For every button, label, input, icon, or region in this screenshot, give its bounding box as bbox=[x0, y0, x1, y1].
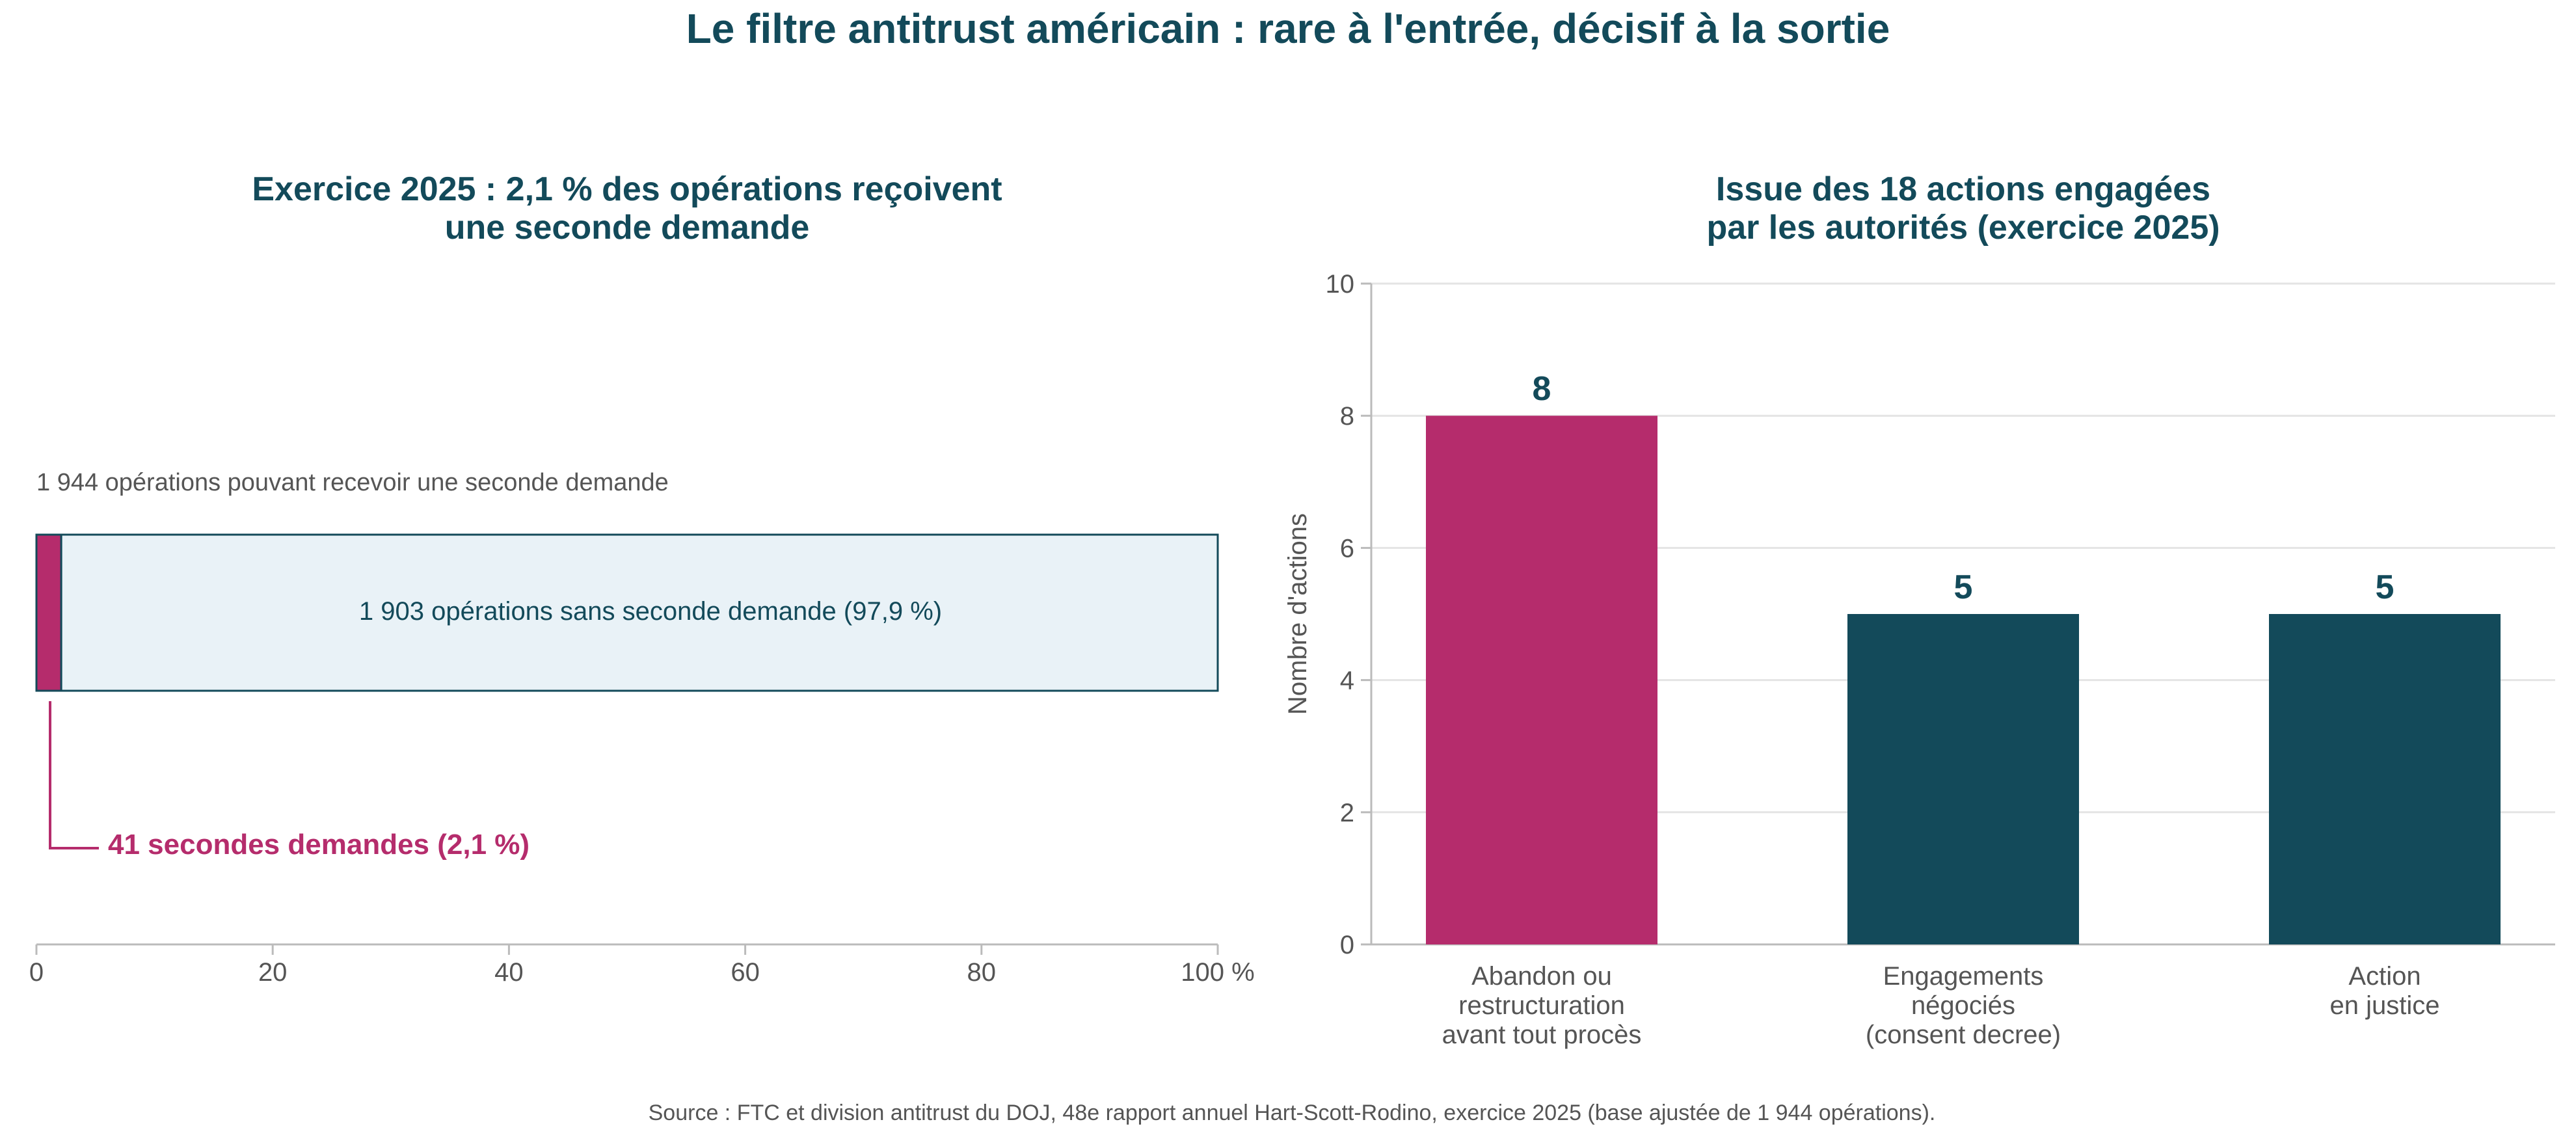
right-bar bbox=[1847, 614, 2079, 944]
right-category-label: négociés bbox=[1911, 991, 2015, 1020]
right-bar bbox=[1426, 416, 1657, 944]
right-category-label: en justice bbox=[2330, 991, 2440, 1020]
left-x-tick-label: 100 % bbox=[1181, 958, 1254, 987]
left-x-tick-label: 20 bbox=[258, 958, 288, 987]
right-y-tick-label: 4 bbox=[1340, 667, 1354, 695]
right-category-label: Engagements bbox=[1883, 962, 2044, 991]
left-bar-no-second-request bbox=[60, 533, 1219, 692]
right-y-tick-label: 0 bbox=[1340, 931, 1354, 959]
main-title: Le filtre antitrust américain : rare à l… bbox=[686, 5, 1890, 52]
left-callout-line bbox=[49, 701, 99, 849]
right-bar-value-label: 5 bbox=[1954, 568, 1973, 606]
right-bar-value-label: 8 bbox=[1533, 370, 1551, 408]
left-panel-title-line-2: une seconde demande bbox=[445, 209, 810, 247]
right-panel-title-line-1: Issue des 18 actions engagées bbox=[1716, 170, 2210, 208]
right-category-label: avant tout procès bbox=[1442, 1021, 1642, 1049]
left-bar-second-requests bbox=[35, 533, 62, 692]
right-category-label: restructuration bbox=[1458, 991, 1625, 1020]
right-panel: Issue des 18 actions engagées par les au… bbox=[1283, 170, 2555, 1049]
right-bar bbox=[2269, 614, 2501, 944]
left-inner-label: 1 903 opérations sans seconde demande (9… bbox=[359, 597, 942, 626]
right-bar-value-label: 5 bbox=[2376, 568, 2395, 606]
right-category-label: Action bbox=[2348, 962, 2421, 991]
left-callout-label: 41 secondes demandes (2,1 %) bbox=[108, 829, 530, 861]
left-x-tick-label: 0 bbox=[29, 958, 44, 987]
right-y-tick-label: 2 bbox=[1340, 799, 1354, 827]
source-note: Source : FTC et division antitrust du DO… bbox=[649, 1101, 1936, 1125]
left-panel: Exercice 2025 : 2,1 % des opérations reç… bbox=[29, 170, 1255, 987]
right-category-label: Abandon ou bbox=[1471, 962, 1612, 991]
right-y-tick-label: 6 bbox=[1340, 534, 1354, 563]
left-top-label: 1 944 opérations pouvant recevoir une se… bbox=[36, 469, 669, 496]
left-x-tick-label: 80 bbox=[967, 958, 997, 987]
left-panel-title-line-1: Exercice 2025 : 2,1 % des opérations reç… bbox=[252, 170, 1002, 208]
right-category-label: (consent decree) bbox=[1866, 1021, 2061, 1049]
left-x-tick-label: 40 bbox=[494, 958, 524, 987]
left-x-tick-label: 60 bbox=[731, 958, 760, 987]
right-panel-title-line-2: par les autorités (exercice 2025) bbox=[1706, 209, 2220, 247]
right-y-tick-label: 8 bbox=[1340, 402, 1354, 431]
right-y-tick-label: 10 bbox=[1326, 270, 1355, 299]
right-y-axis-label: Nombre d'actions bbox=[1283, 513, 1312, 715]
